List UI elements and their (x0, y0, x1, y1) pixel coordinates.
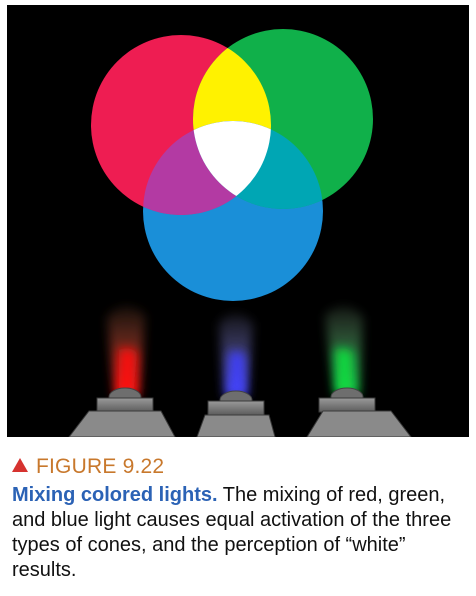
red-spotlight-icon (68, 306, 176, 437)
figure-number: FIGURE 9.22 (36, 455, 165, 478)
light-mixing-diagram (68, 29, 412, 437)
color-mixing-illustration (7, 5, 469, 437)
caption-lead: Mixing colored lights. (12, 484, 218, 506)
cyan-overlap (193, 121, 323, 209)
caption-text: Mixing colored lights. The mixing of red… (12, 483, 468, 583)
blue-spotlight-icon (196, 314, 276, 437)
figure-label: FIGURE 9.22 (12, 454, 468, 480)
green-spotlight-icon (306, 306, 412, 437)
caption-body: The mixing of red, green, and blue light… (12, 484, 452, 581)
red-triangle-icon (12, 458, 28, 472)
figure-caption: FIGURE 9.22 Mixing colored lights. The m… (12, 454, 468, 583)
